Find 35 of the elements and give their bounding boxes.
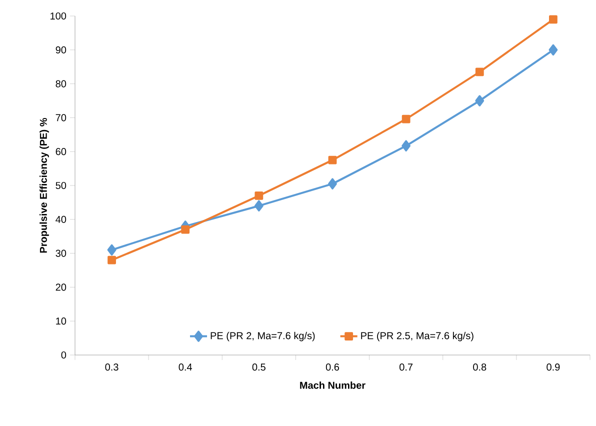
point [402,140,411,152]
legend-label: PE (PR 2.5, Ma=7.6 kg/s) [361,332,474,342]
y-tick-label: 0 [61,351,66,359]
legend-label: PE (PR 2, Ma=7.6 kg/s) [210,332,315,342]
point [107,244,116,256]
x-tick-label: 0.5 [252,364,266,371]
y-tick-label: 30 [56,250,66,257]
point [475,95,484,106]
y-tick-label: 40 [56,216,66,223]
x-tick-label: 0.6 [326,364,340,371]
y-tick-label: 70 [56,114,66,122]
y-axis-title: Propulsive Efficiency (PE) % [40,118,49,253]
point [328,156,337,164]
point [108,256,116,264]
point [475,68,484,76]
y-tick-label: 80 [56,80,66,88]
point [328,178,337,190]
x-tick-label: 0.7 [400,364,413,371]
y-tick-label: 20 [56,284,66,291]
point [181,225,190,234]
point [548,44,558,56]
point [549,15,558,24]
y-tick-label: 100 [50,12,66,20]
x-tick-label: 0.4 [178,364,192,371]
point [402,114,410,124]
point [254,191,264,200]
x-axis-title: Mach Number [300,381,366,389]
x-tick-label: 0.9 [546,364,560,371]
y-tick-label: 60 [56,148,66,156]
x-tick-label: 0.8 [473,364,486,371]
y-tick-label: 90 [56,46,66,54]
y-tick-label: 50 [56,182,66,190]
y-tick-label: 10 [56,318,66,325]
x-tick-label: 0.3 [105,364,118,371]
point [254,200,264,212]
